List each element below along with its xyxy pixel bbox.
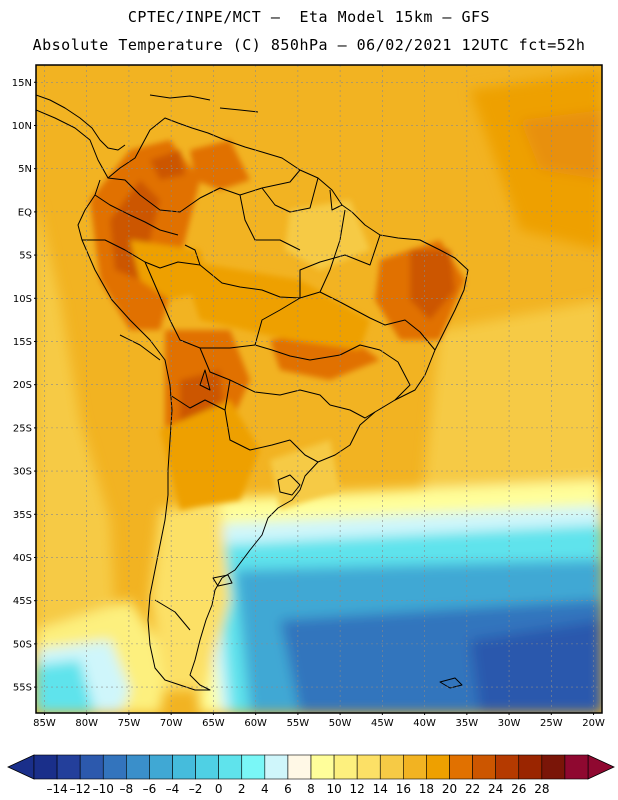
lon-label: 65W bbox=[202, 718, 225, 729]
colorbar-swatch bbox=[79, 754, 104, 780]
temperature-map: 15N 10N 5N EQ 5S 10S 15S 20S 25S 30S 35S 40S 45S 50S 5… bbox=[12, 64, 605, 729]
lon-label: 35W bbox=[456, 718, 479, 729]
colorbar-label: 24 bbox=[488, 782, 503, 796]
colorbar-swatch bbox=[241, 754, 266, 780]
colorbar-label: 2 bbox=[238, 782, 246, 796]
colorbar-swatch bbox=[518, 754, 543, 780]
colorbar-label: –6 bbox=[143, 782, 157, 796]
colorbar-swatch bbox=[56, 754, 81, 780]
colorbar-swatch bbox=[218, 754, 243, 780]
colorbar-label: –14 bbox=[46, 782, 67, 796]
lon-label: 45W bbox=[371, 718, 394, 729]
temperature-field bbox=[36, 65, 602, 713]
colorbar-swatch bbox=[264, 754, 289, 780]
colorbar-label: 0 bbox=[215, 782, 223, 796]
colorbar-swatch bbox=[333, 754, 358, 780]
lat-label: 5N bbox=[18, 164, 32, 175]
map-subtitle: Absolute Temperature (C) 850hPa – 06/02/… bbox=[32, 36, 586, 54]
lat-label: 30S bbox=[13, 467, 32, 478]
gridlines bbox=[36, 65, 602, 713]
colorbar-swatch bbox=[426, 754, 450, 780]
colorbar-swatch bbox=[449, 754, 473, 780]
lon-label: 55W bbox=[287, 718, 310, 729]
lat-label: 15N bbox=[12, 78, 32, 89]
colorbar-under-arrow bbox=[7, 754, 35, 780]
lat-label: 10N bbox=[12, 121, 32, 132]
colorbar-swatch bbox=[149, 754, 173, 780]
lat-label: EQ bbox=[18, 207, 32, 218]
colorbar-label: 12 bbox=[350, 782, 365, 796]
lat-label: 35S bbox=[13, 510, 32, 521]
lon-label: 80W bbox=[75, 718, 98, 729]
colorbar-swatch bbox=[403, 754, 427, 780]
colorbar-label: –2 bbox=[189, 782, 203, 796]
colorbar-swatch bbox=[564, 754, 589, 780]
colorbar-swatch bbox=[495, 754, 520, 780]
colorbar-label: –10 bbox=[93, 782, 114, 796]
lon-label: 20W bbox=[582, 718, 605, 729]
colorbar-label: 22 bbox=[465, 782, 480, 796]
lon-label: 85W bbox=[33, 718, 56, 729]
colorbar-label: 16 bbox=[396, 782, 411, 796]
colorbar-swatch bbox=[379, 754, 404, 780]
lon-label: 70W bbox=[160, 718, 183, 729]
colorbar-label: 28 bbox=[534, 782, 549, 796]
colorbar-swatch bbox=[195, 754, 219, 780]
colorbar-swatch bbox=[287, 754, 312, 780]
lon-label: 30W bbox=[498, 718, 521, 729]
colorbar-label: 8 bbox=[307, 782, 315, 796]
colorbar-label: –8 bbox=[120, 782, 134, 796]
lat-label: 10S bbox=[13, 294, 32, 305]
colorbar-label: 14 bbox=[373, 782, 388, 796]
colorbar-label: 18 bbox=[419, 782, 434, 796]
lat-label: 55S bbox=[13, 683, 32, 694]
colorbar-swatch bbox=[310, 754, 335, 780]
colorbar-swatch bbox=[172, 754, 196, 780]
lat-label: 5S bbox=[19, 251, 32, 262]
colorbar-label: 4 bbox=[261, 782, 269, 796]
lat-label: 50S bbox=[13, 639, 32, 650]
lon-label: 50W bbox=[329, 718, 352, 729]
colorbar-label: 26 bbox=[511, 782, 526, 796]
lat-label: 20S bbox=[13, 380, 32, 391]
colorbar-swatch bbox=[356, 754, 381, 780]
colorbar: –14 –12 –10 –8 –6 –4 –2 0 2 4 6 8 10 12 14 16 18 20 22 24 26… bbox=[7, 754, 615, 796]
lat-label: 15S bbox=[13, 337, 32, 348]
lon-label: 40W bbox=[413, 718, 436, 729]
map-frame bbox=[35, 64, 603, 714]
lon-label: 60W bbox=[244, 718, 267, 729]
colorbar-label: 10 bbox=[326, 782, 341, 796]
colorbar-swatch bbox=[472, 754, 496, 780]
colorbar-swatch bbox=[33, 754, 58, 780]
colorbar-label: 6 bbox=[284, 782, 292, 796]
lat-label: 45S bbox=[13, 596, 32, 607]
lat-label: 25S bbox=[13, 423, 32, 434]
colorbar-label: 20 bbox=[442, 782, 457, 796]
colorbar-label: –4 bbox=[166, 782, 180, 796]
colorbar-over-arrow bbox=[587, 754, 615, 780]
map-title: CPTEC/INPE/MCT – Eta Model 15km – GFS bbox=[127, 8, 491, 26]
lat-label: 40S bbox=[13, 553, 32, 564]
lon-label: 75W bbox=[118, 718, 141, 729]
lon-label: 25W bbox=[540, 718, 563, 729]
colorbar-swatch bbox=[126, 754, 150, 780]
colorbar-label: –12 bbox=[70, 782, 91, 796]
coastlines bbox=[36, 94, 469, 691]
colorbar-swatch bbox=[541, 754, 566, 780]
colorbar-swatch bbox=[102, 754, 127, 780]
